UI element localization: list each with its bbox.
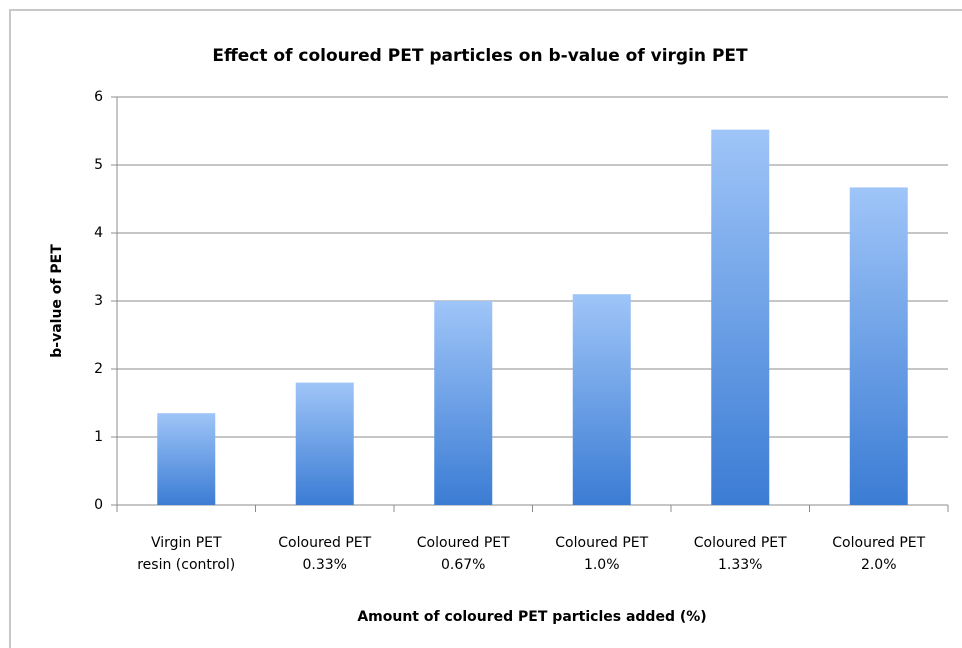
x-tick-label: Coloured PET [278,535,371,551]
bar [572,294,631,505]
y-axis-label: b-value of PET [49,244,65,358]
x-tick-label: 1.33% [718,557,762,573]
x-tick-label: 1.0% [584,557,620,573]
x-tick-label: 0.33% [303,557,347,573]
bar [295,382,354,505]
x-tick-label: Coloured PET [417,535,510,551]
y-tick-label: 4 [94,225,103,241]
bar [157,413,216,505]
y-tick-label: 2 [94,361,103,377]
x-tick-label: resin (control) [137,557,235,573]
y-tick-label: 6 [94,89,103,105]
bar [711,129,770,505]
chart-frame [9,9,962,648]
y-tick-label: 0 [94,497,103,513]
chart-title: Effect of coloured PET particles on b-va… [212,46,748,66]
x-tick-label: Coloured PET [555,535,648,551]
x-tick-label: 2.0% [861,557,897,573]
y-tick-label: 1 [94,429,103,445]
y-tick-label: 3 [94,293,103,309]
bar [849,187,908,505]
bar [434,301,493,505]
x-tick-label: Virgin PET [151,535,222,551]
x-axis-label: Amount of coloured PET particles added (… [357,609,706,625]
x-tick-label: Coloured PET [832,535,925,551]
x-tick-label: Coloured PET [694,535,787,551]
y-tick-label: 5 [94,157,103,173]
x-tick-label: 0.67% [441,557,485,573]
